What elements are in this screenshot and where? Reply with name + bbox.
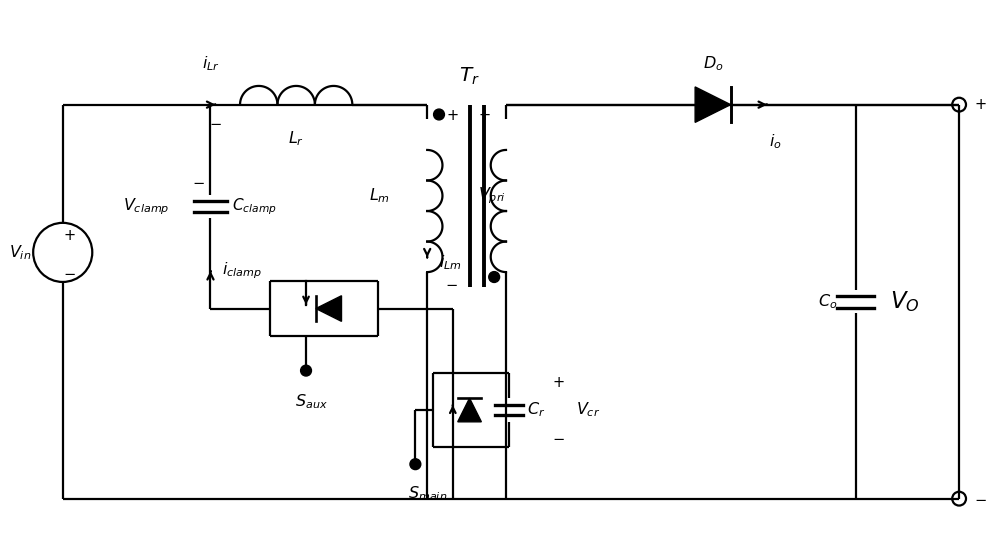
Text: $i_{clamp}$: $i_{clamp}$ (222, 261, 262, 281)
Text: $+$: $+$ (446, 108, 458, 123)
Polygon shape (458, 398, 481, 422)
Text: $D_o$: $D_o$ (703, 55, 723, 73)
Text: $-$: $-$ (552, 430, 565, 445)
Text: $V_{pri}$: $V_{pri}$ (478, 185, 506, 206)
Polygon shape (695, 87, 731, 123)
Text: $C_r$: $C_r$ (527, 400, 545, 419)
Text: $L_r$: $L_r$ (288, 129, 304, 148)
Text: $V_{clamp}$: $V_{clamp}$ (123, 196, 169, 217)
Circle shape (434, 109, 444, 120)
Text: $S_{main}$: $S_{main}$ (408, 484, 447, 502)
Text: $-$: $-$ (974, 491, 987, 506)
Text: $C_o$: $C_o$ (818, 292, 838, 311)
Text: $-$: $-$ (192, 174, 205, 189)
Text: $S_{aux}$: $S_{aux}$ (295, 392, 327, 411)
Text: $-$: $-$ (445, 276, 458, 291)
Text: $+$: $+$ (552, 375, 565, 390)
Text: $-$: $-$ (209, 115, 222, 130)
Text: $T_r$: $T_r$ (459, 66, 480, 87)
Polygon shape (316, 296, 341, 321)
Circle shape (301, 365, 311, 376)
Text: $V_O$: $V_O$ (890, 289, 920, 314)
Text: $V_{in}$: $V_{in}$ (9, 243, 31, 262)
Text: $+$: $+$ (478, 108, 491, 123)
Text: $L_m$: $L_m$ (369, 187, 390, 205)
Text: $V_{cr}$: $V_{cr}$ (576, 400, 600, 419)
Circle shape (489, 272, 500, 282)
Text: $i_{Lr}$: $i_{Lr}$ (202, 55, 219, 73)
Text: $i_o$: $i_o$ (769, 132, 781, 151)
Text: $i_{Lm}$: $i_{Lm}$ (439, 253, 462, 272)
Text: $+$: $+$ (974, 97, 987, 112)
Text: $C_{clamp}$: $C_{clamp}$ (232, 196, 277, 217)
Text: $+$: $+$ (63, 228, 76, 243)
Circle shape (410, 459, 421, 470)
Text: $-$: $-$ (63, 265, 76, 280)
